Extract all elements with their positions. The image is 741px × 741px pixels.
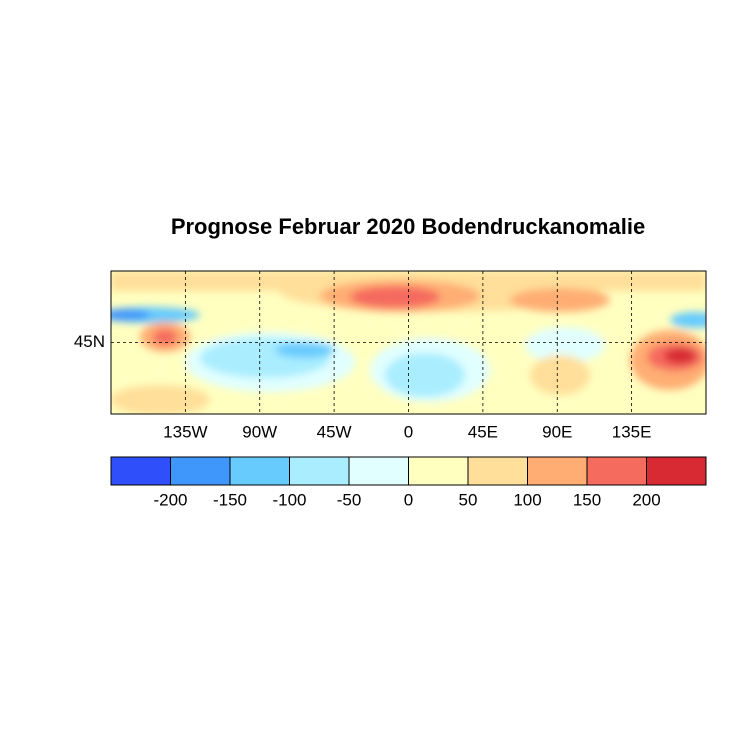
- colorbar-box: [110, 456, 171, 486]
- colorbar-label: 0: [404, 490, 413, 509]
- colorbar-box: [646, 456, 707, 486]
- lon-tick-label: 45E: [468, 422, 498, 441]
- colorbar-box: [229, 456, 290, 486]
- lon-tick-label: 90W: [242, 422, 277, 441]
- colorbar-label: -150: [213, 490, 247, 509]
- colorbar-box: [586, 456, 647, 486]
- anomaly-field: [111, 271, 706, 414]
- colorbar-box: [348, 456, 409, 486]
- lon-tick-label: 45W: [317, 422, 352, 441]
- colorbar-box: [467, 456, 528, 486]
- lat-tick-label: 45N: [74, 332, 105, 351]
- colorbar-label: -200: [153, 490, 187, 509]
- lon-tick-label: 0: [404, 422, 413, 441]
- colorbar-box: [289, 456, 350, 486]
- lon-tick-label: 90E: [542, 422, 572, 441]
- colorbar-box: [170, 456, 231, 486]
- colorbar-label: 50: [459, 490, 478, 509]
- colorbar-label: -100: [272, 490, 306, 509]
- lon-tick-label: 135E: [612, 422, 652, 441]
- map-title: Prognose Februar 2020 Bodendruckanomalie: [171, 214, 645, 239]
- colorbar-label: 200: [632, 490, 660, 509]
- colorbar-box: [408, 456, 469, 486]
- colorbar-label: -50: [337, 490, 362, 509]
- colorbar-label: 100: [513, 490, 541, 509]
- colorbar-box: [527, 456, 588, 486]
- lon-tick-label: 135W: [163, 422, 207, 441]
- colorbar-label: 150: [573, 490, 601, 509]
